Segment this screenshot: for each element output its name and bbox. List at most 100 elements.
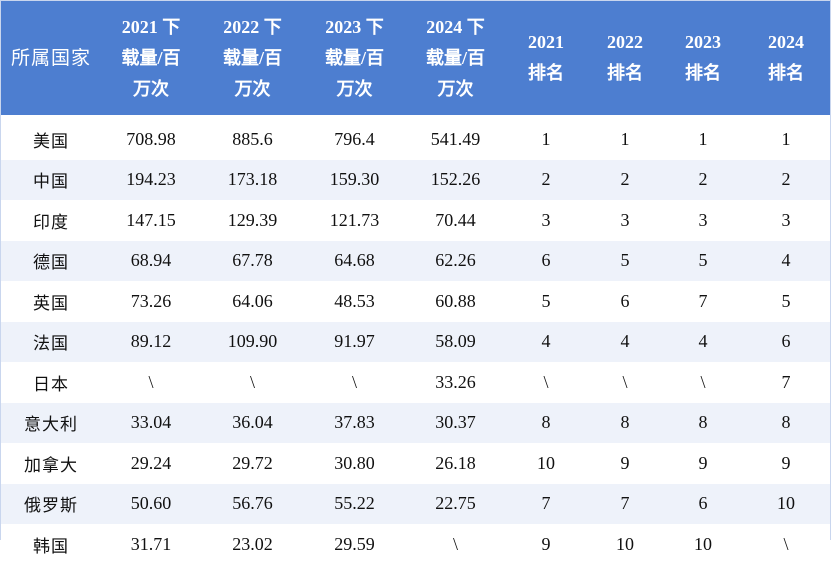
header-line: 载量/百 xyxy=(425,47,485,68)
cell-rank-2023: 9 xyxy=(698,452,708,473)
cell-rank-2024: 10 xyxy=(777,493,795,514)
cell-downloads-2022: \ xyxy=(249,371,255,392)
cell-rank-2021: 1 xyxy=(541,128,551,149)
cell-rank-2021: 5 xyxy=(541,290,551,311)
cell-rank-2022: 3 xyxy=(620,209,630,230)
cell-downloads-2021: 89.12 xyxy=(130,331,172,352)
cell-downloads-2023: 159.30 xyxy=(329,169,380,190)
cell-downloads-2024: 33.26 xyxy=(435,371,476,392)
header-line: 2022 xyxy=(607,32,643,52)
cell-country: 韩国 xyxy=(33,536,69,557)
cell-country: 俄罗斯 xyxy=(24,496,78,517)
cell-country: 中国 xyxy=(33,172,69,193)
table-row: 印度 147.15 129.39 121.73 70.44 3 3 3 3 xyxy=(1,200,830,241)
header-line: 载量/百 xyxy=(121,47,181,68)
cell-country: 印度 xyxy=(33,212,69,233)
header-2022-rank: 2022 排名 xyxy=(586,1,664,115)
cell-country: 法国 xyxy=(33,334,69,355)
table-row: 韩国 31.71 23.02 29.59 \ 9 10 10 \ xyxy=(1,524,830,565)
cell-downloads-2021: 147.15 xyxy=(126,209,176,230)
cell-downloads-2022: 29.72 xyxy=(232,452,273,473)
header-line: 排名 xyxy=(607,63,643,83)
cell-rank-2023: 3 xyxy=(698,209,708,230)
table-row: 中国 194.23 173.18 159.30 152.26 2 2 2 2 xyxy=(1,159,830,200)
cell-country: 英国 xyxy=(33,293,69,314)
header-line: 排名 xyxy=(685,63,721,83)
cell-downloads-2023: 64.68 xyxy=(334,250,375,271)
cell-rank-2024: 4 xyxy=(781,250,791,271)
header-line: 2021 下 xyxy=(121,16,181,37)
header-2021-downloads: 2021 下 载量/百 万次 xyxy=(101,1,201,115)
cell-downloads-2023: 121.73 xyxy=(329,209,380,230)
cell-downloads-2022: 23.02 xyxy=(232,533,273,554)
cell-downloads-2021: 31.71 xyxy=(130,533,172,554)
cell-downloads-2021: 194.23 xyxy=(126,169,176,190)
header-line: 2024 xyxy=(768,32,804,52)
cell-downloads-2023: \ xyxy=(351,371,357,392)
cell-rank-2021: 7 xyxy=(541,493,551,514)
cell-country: 加拿大 xyxy=(24,455,78,476)
header-line: 2023 下 xyxy=(325,16,384,37)
cell-downloads-2021: 68.94 xyxy=(130,250,172,271)
header-line: 排名 xyxy=(768,63,804,83)
header-line: 万次 xyxy=(336,78,373,99)
cell-downloads-2024: 62.26 xyxy=(435,250,476,271)
cell-downloads-2021: 73.26 xyxy=(130,290,172,311)
header-row: 所属国家 2021 下 载量/百 万次 2022 下 载量/百 万次 2023 … xyxy=(1,1,830,115)
table-row: 意大利 33.04 36.04 37.83 30.37 8 8 8 8 xyxy=(1,402,830,443)
table-row: 法国 89.12 109.90 91.97 58.09 4 4 4 6 xyxy=(1,321,830,362)
header-line: 2022 下 xyxy=(223,16,282,37)
cell-country: 德国 xyxy=(33,253,69,274)
cell-rank-2023: 8 xyxy=(698,412,708,433)
header-line: 2024 下 xyxy=(426,16,485,37)
cell-rank-2024: 5 xyxy=(781,290,791,311)
cell-country: 意大利 xyxy=(24,415,78,436)
cell-rank-2024: 6 xyxy=(781,331,791,352)
header-2023-downloads: 2023 下 载量/百 万次 xyxy=(304,1,405,115)
cell-downloads-2024: 70.44 xyxy=(435,209,476,230)
cell-downloads-2024: 152.26 xyxy=(430,169,481,190)
header-line: 万次 xyxy=(234,78,271,99)
cell-downloads-2023: 91.97 xyxy=(334,331,375,352)
cell-rank-2024: 8 xyxy=(781,412,791,433)
cell-downloads-2024: 541.49 xyxy=(430,128,481,149)
cell-rank-2021: 10 xyxy=(537,452,555,473)
cell-rank-2024: 1 xyxy=(781,128,791,149)
cell-rank-2024: 7 xyxy=(781,371,791,392)
cell-downloads-2021: \ xyxy=(148,371,154,392)
table-row: 日本 \ \ \ 33.26 \ \ \ 7 xyxy=(1,362,830,403)
cell-rank-2024: 9 xyxy=(781,452,791,473)
cell-downloads-2024: 26.18 xyxy=(435,452,476,473)
cell-rank-2021: 4 xyxy=(541,331,551,352)
cell-downloads-2024: 30.37 xyxy=(435,412,476,433)
header-2023-rank: 2023 排名 xyxy=(664,1,742,115)
header-line: 2021 xyxy=(528,32,564,52)
table-row: 美国 708.98 885.6 796.4 541.49 1 1 1 1 xyxy=(1,115,830,160)
cell-downloads-2023: 29.59 xyxy=(334,533,375,554)
cell-rank-2023: 7 xyxy=(698,290,708,311)
cell-rank-2021: 8 xyxy=(541,412,551,433)
header-2024-downloads: 2024 下 载量/百 万次 xyxy=(405,1,506,115)
cell-downloads-2021: 33.04 xyxy=(130,412,172,433)
cell-rank-2023: 4 xyxy=(698,331,708,352)
cell-rank-2022: 4 xyxy=(620,331,630,352)
cell-rank-2022: 2 xyxy=(620,169,630,190)
cell-rank-2023: 6 xyxy=(698,493,708,514)
cell-rank-2021: 2 xyxy=(541,169,551,190)
cell-downloads-2024: 22.75 xyxy=(435,493,476,514)
cell-downloads-2024: \ xyxy=(452,533,458,554)
cell-downloads-2024: 60.88 xyxy=(435,290,476,311)
table-row: 加拿大 29.24 29.72 30.80 26.18 10 9 9 9 xyxy=(1,443,830,484)
cell-downloads-2023: 55.22 xyxy=(334,493,375,514)
cell-rank-2022: 1 xyxy=(620,128,630,149)
cell-downloads-2023: 30.80 xyxy=(334,452,375,473)
table-row: 英国 73.26 64.06 48.53 60.88 5 6 7 5 xyxy=(1,281,830,322)
cell-downloads-2022: 885.6 xyxy=(232,128,273,149)
cell-downloads-2022: 109.90 xyxy=(227,331,278,352)
cell-downloads-2022: 64.06 xyxy=(232,290,273,311)
cell-rank-2021: 6 xyxy=(541,250,551,271)
cell-downloads-2022: 67.78 xyxy=(232,250,273,271)
cell-rank-2024: 3 xyxy=(781,209,791,230)
